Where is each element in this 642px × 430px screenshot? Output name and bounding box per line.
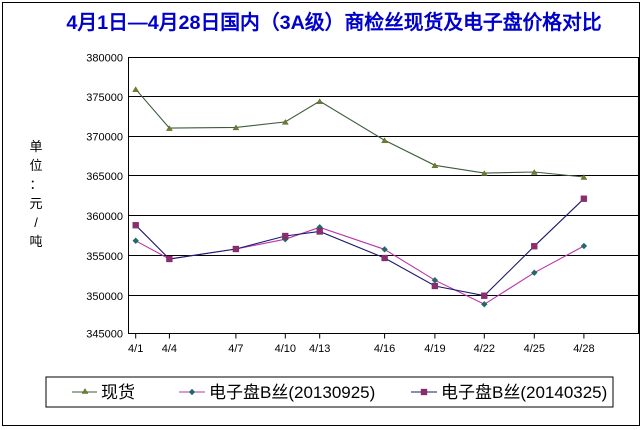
svg-text:4月1日—4月28日国内（3A级）商检丝现货及电子盘价格对比: 4月1日—4月28日国内（3A级）商检丝现货及电子盘价格对比 xyxy=(66,11,601,34)
svg-text:：: ： xyxy=(29,177,42,192)
svg-text:电子盘B丝(20140325): 电子盘B丝(20140325) xyxy=(441,383,607,402)
svg-text:4/16: 4/16 xyxy=(374,343,395,355)
svg-text:365000: 365000 xyxy=(86,171,123,183)
svg-text:375000: 375000 xyxy=(86,92,123,104)
svg-text:电子盘B丝(20130925): 电子盘B丝(20130925) xyxy=(209,383,375,402)
svg-text:345000: 345000 xyxy=(86,329,123,341)
svg-text:4/13: 4/13 xyxy=(309,343,330,355)
svg-text:/: / xyxy=(34,215,38,230)
svg-text:位: 位 xyxy=(29,158,42,173)
svg-text:单: 单 xyxy=(29,139,42,154)
svg-text:4/19: 4/19 xyxy=(424,343,445,355)
svg-text:4/1: 4/1 xyxy=(128,343,143,355)
svg-text:380000: 380000 xyxy=(86,53,123,65)
svg-text:元: 元 xyxy=(29,196,42,211)
svg-text:4/22: 4/22 xyxy=(474,343,495,355)
svg-text:4/28: 4/28 xyxy=(573,343,594,355)
svg-text:4/4: 4/4 xyxy=(162,343,177,355)
svg-text:350000: 350000 xyxy=(86,291,123,303)
svg-text:355000: 355000 xyxy=(86,251,123,263)
svg-text:360000: 360000 xyxy=(86,211,123,223)
svg-text:4/25: 4/25 xyxy=(524,343,545,355)
svg-text:370000: 370000 xyxy=(86,131,123,143)
svg-text:吨: 吨 xyxy=(29,234,42,249)
svg-text:现货: 现货 xyxy=(101,383,135,402)
svg-text:4/10: 4/10 xyxy=(275,343,296,355)
svg-text:4/7: 4/7 xyxy=(228,343,243,355)
